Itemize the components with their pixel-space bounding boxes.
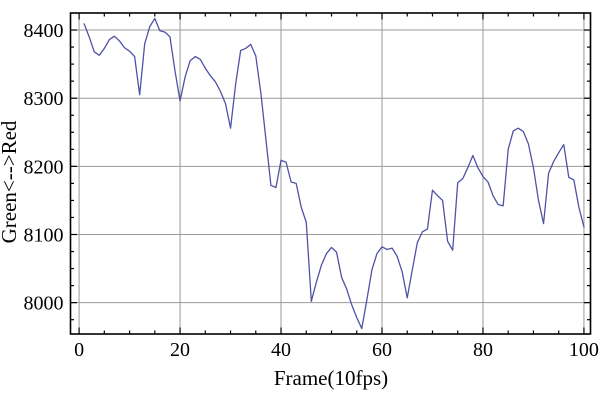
x-tick-label: 60 — [372, 339, 392, 361]
y-axis-title: Green<-->Red — [0, 120, 21, 243]
y-tick-label: 8300 — [24, 88, 64, 110]
x-tick-label: 40 — [271, 339, 291, 361]
series-lines — [83, 17, 585, 330]
series-line-red-green-balance — [83, 17, 585, 330]
tick-labels: 0 20 40 60 80 100 8000 8100 8200 8300 8400 — [24, 20, 599, 361]
x-axis-title: Frame(10fps) — [274, 366, 388, 390]
tick-marks — [70, 13, 591, 334]
plot-frame — [69, 12, 592, 335]
gridlines — [70, 13, 591, 334]
x-tick-label: 100 — [569, 339, 599, 361]
y-tick-label: 8100 — [24, 224, 64, 246]
x-tick-label: 80 — [473, 339, 493, 361]
x-tick-label: 0 — [74, 339, 84, 361]
y-tick-label: 8000 — [24, 293, 64, 315]
x-tick-label: 20 — [170, 339, 190, 361]
y-tick-label: 8400 — [24, 20, 64, 42]
y-tick-label: 8200 — [24, 156, 64, 178]
